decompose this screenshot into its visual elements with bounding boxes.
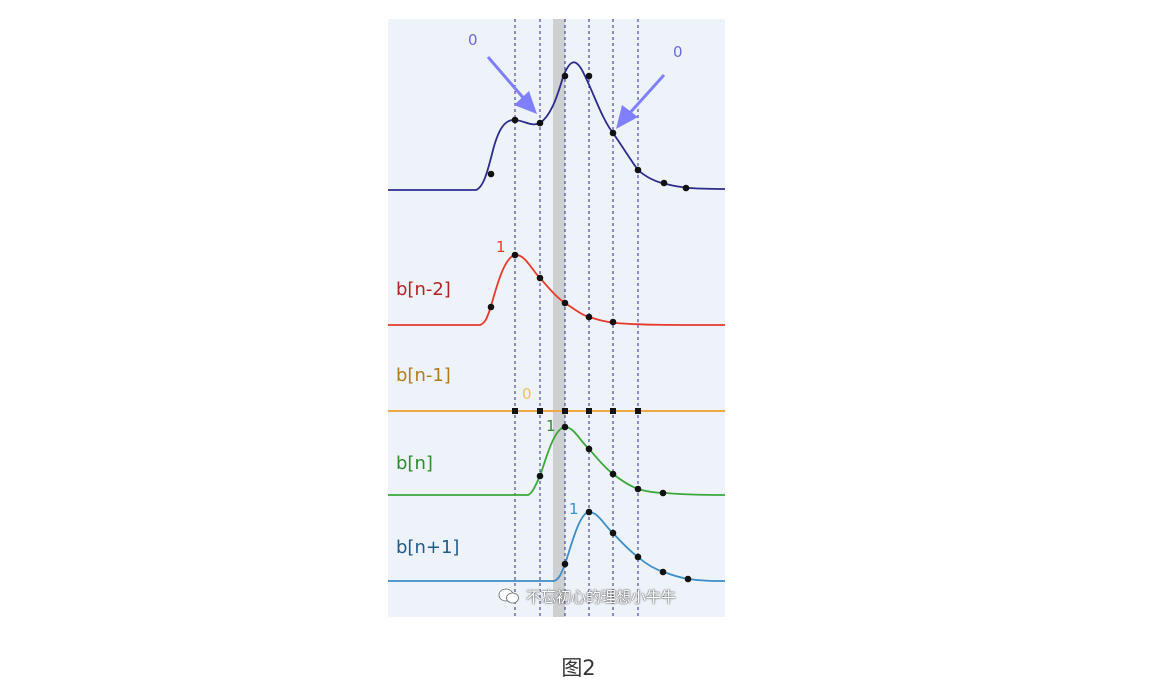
label-bn2: b[n-2] — [396, 279, 451, 300]
sample-point — [610, 408, 616, 414]
sample-point — [682, 184, 690, 192]
label-bnp1: b[n+1] — [396, 537, 459, 558]
sample-point — [585, 445, 593, 453]
bn2-sample-points — [487, 251, 617, 326]
figure-caption: 图2 — [561, 656, 596, 680]
sample-point — [659, 489, 667, 497]
sample-point — [634, 485, 642, 493]
sample-point — [609, 529, 617, 537]
label-bn: b[n] — [396, 453, 433, 474]
bnp1-sample-points — [561, 508, 692, 583]
curve-sum — [388, 61, 725, 191]
sample-point — [585, 72, 593, 80]
sample-point — [586, 408, 592, 414]
sample-lines — [514, 19, 639, 617]
sample-point — [561, 423, 569, 431]
figure-panel: 0 0 1 b[n-2] 0 b[n-1] 1 b[n] — [388, 19, 725, 617]
arrow-right-head — [616, 105, 638, 129]
sample-point — [561, 72, 569, 80]
bn-one-label: 1 — [546, 417, 556, 435]
sample-point — [511, 116, 519, 124]
sample-point — [635, 408, 641, 414]
sample-point — [511, 251, 519, 259]
bn1-sample-points — [512, 408, 641, 414]
wechat-icon — [498, 588, 519, 604]
watermark: 不忘初心的理想小牛牛 — [498, 584, 724, 608]
bnp1-one-label: 1 — [569, 500, 579, 518]
sample-point — [609, 470, 617, 478]
arrow-right-shaft — [626, 73, 666, 117]
sample-point — [585, 508, 593, 516]
sample-point — [634, 166, 642, 174]
watermark-text: 不忘初心的理想小牛牛 — [526, 587, 677, 606]
sum-sample-points — [487, 72, 690, 192]
bn2-one-label: 1 — [496, 238, 506, 256]
label-bn1: b[n-1] — [396, 365, 451, 386]
sample-point — [659, 568, 667, 576]
sample-point — [536, 274, 544, 282]
sample-point — [609, 129, 617, 137]
sample-point — [512, 408, 518, 414]
sum-left-zero-label: 0 — [468, 31, 478, 49]
sample-point — [536, 119, 544, 127]
sample-point — [537, 408, 543, 414]
zero-arrows — [486, 56, 666, 129]
sample-point — [609, 318, 617, 326]
sample-point — [561, 560, 569, 568]
highlight-band — [553, 19, 565, 617]
sample-point — [684, 575, 692, 583]
sample-point — [487, 303, 495, 311]
sample-point — [660, 179, 668, 187]
sample-point — [487, 170, 495, 178]
sample-point — [536, 472, 544, 480]
bn1-zero-label: 0 — [522, 385, 532, 403]
arrow-left-shaft — [486, 56, 528, 102]
sample-point — [562, 408, 568, 414]
sample-point — [634, 553, 642, 561]
sum-right-zero-label: 0 — [673, 43, 683, 61]
figure-svg: 0 0 1 b[n-2] 0 b[n-1] 1 b[n] — [388, 19, 725, 617]
sample-point — [561, 299, 569, 307]
bn-sample-points — [536, 423, 667, 497]
arrow-left-head — [514, 91, 537, 114]
sample-point — [585, 313, 593, 321]
